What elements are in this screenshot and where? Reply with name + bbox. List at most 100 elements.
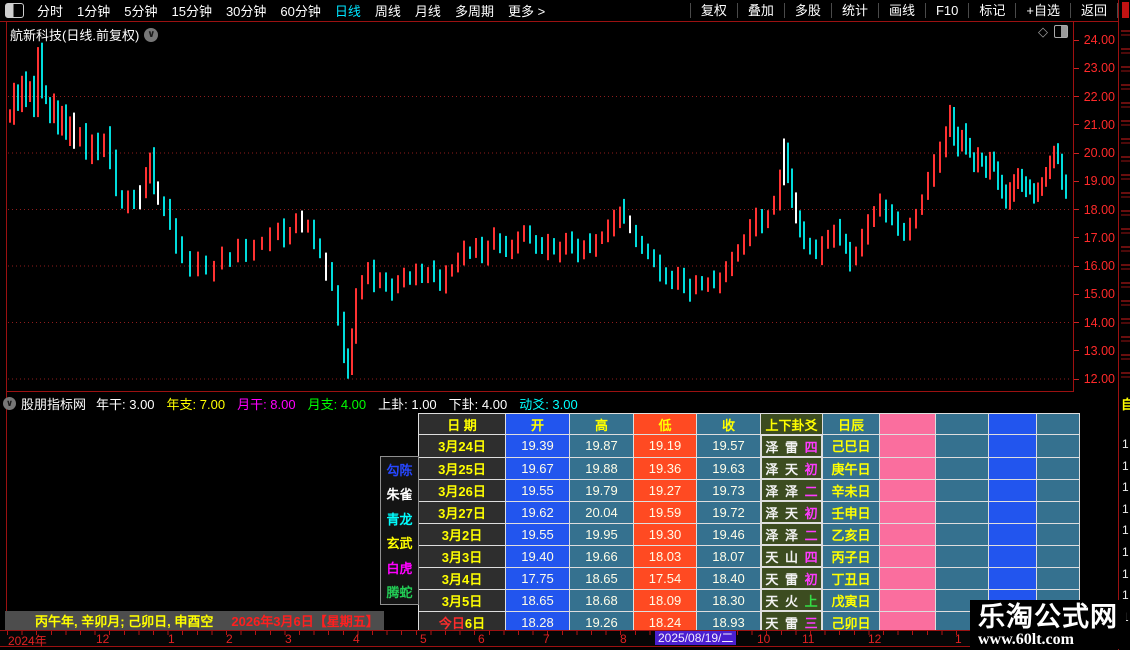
strip-clipped-glyphs <box>1121 30 1130 385</box>
param-月干: 月干: 8.00 <box>237 396 296 412</box>
cell-blank <box>935 544 989 568</box>
status-date: 2026年3月6日【星期五】 <box>231 614 379 629</box>
cell-blank <box>879 434 936 458</box>
toolbar-item-30分钟[interactable]: 30分钟 <box>225 4 267 19</box>
price-label: 23.00 <box>1083 61 1115 76</box>
table-row: 3月4日 17.75 18.65 17.54 18.40 天雷初丁丑日 <box>418 566 1080 590</box>
price-tick <box>1074 39 1079 41</box>
cell-gua: 天雷三 <box>761 611 822 633</box>
price-tick <box>1074 96 1079 97</box>
toolbar-item-F10[interactable]: F10 <box>924 3 968 18</box>
price-tick <box>1074 67 1079 69</box>
toolbar-item-5分钟[interactable]: 5分钟 <box>124 4 158 19</box>
cell-high: 19.95 <box>569 522 634 546</box>
axis-label: 2024年 <box>8 634 47 648</box>
panel-toggle-icon[interactable] <box>5 3 24 18</box>
indicator-name: 股朋指标网 <box>21 396 87 412</box>
toolbar-item-更多 >[interactable]: 更多 > <box>507 4 546 19</box>
param-年干: 年干: 3.00 <box>96 396 155 412</box>
toolbar-item-15分钟[interactable]: 15分钟 <box>171 4 212 19</box>
toolbar-item-1分钟[interactable]: 1分钟 <box>77 4 111 19</box>
cell-close: 18.30 <box>696 588 761 612</box>
spirit-label-玄武: 玄武 <box>386 536 413 552</box>
cell-date: 3月2日 <box>418 522 506 546</box>
pane-divider[interactable] <box>7 391 1073 392</box>
spirit-label-白虎: 白虎 <box>386 560 413 576</box>
toolbar-item-+自选[interactable]: +自选 <box>1015 3 1070 18</box>
axis-label: 12 <box>868 632 882 646</box>
cell-open: 19.67 <box>505 456 570 480</box>
toolbar-item-月线[interactable]: 月线 <box>414 4 441 19</box>
price-tick <box>1074 378 1079 380</box>
cell-open: 18.65 <box>505 588 570 612</box>
axis-label: 6 <box>478 632 485 646</box>
status-ganzhi: 丙午年, 辛卯月; 己卯日, 申酉空 <box>35 614 214 629</box>
window-left-border <box>6 21 7 645</box>
diamond-icon[interactable]: ◇ <box>1038 24 1048 39</box>
chevron-down-icon[interactable]: ∨ <box>144 27 159 42</box>
table-header-cell <box>988 413 1037 435</box>
toolbar-item-60分钟[interactable]: 60分钟 <box>280 4 321 19</box>
cell-blank <box>935 434 989 458</box>
price-label: 21.00 <box>1083 117 1115 132</box>
cell-low: 19.19 <box>633 434 697 458</box>
watermark-title: 乐淘公式网 <box>978 602 1118 632</box>
cell-close: 19.46 <box>696 522 761 546</box>
axis-label: 4 <box>353 632 360 646</box>
toolbar-item-返回[interactable]: 返回 <box>1069 3 1118 18</box>
cell-date: 3月27日 <box>418 500 506 524</box>
toolbar-item-统计[interactable]: 统计 <box>830 3 878 18</box>
spirit-box: 勾陈 朱雀 青龙 玄武 白虎 腾蛇 <box>380 456 419 605</box>
cell-blank <box>988 522 1037 546</box>
toolbar-item-周线[interactable]: 周线 <box>374 4 401 19</box>
cell-high: 20.04 <box>569 500 634 524</box>
price-tick <box>1074 209 1079 210</box>
chevron-down-icon[interactable]: ∨ <box>3 396 16 410</box>
cell-open: 19.62 <box>505 500 570 524</box>
price-label: 15.00 <box>1083 287 1115 302</box>
cell-blank <box>1036 544 1080 568</box>
axis-label: 7 <box>543 632 550 646</box>
axis-label: 1 <box>168 632 175 646</box>
toolbar-item-画线[interactable]: 画线 <box>877 3 925 18</box>
param-动爻: 动爻: 3.00 <box>519 396 578 412</box>
layout-icon[interactable] <box>1054 25 1068 38</box>
cell-blank <box>988 434 1037 458</box>
cell-blank <box>879 500 936 524</box>
price-label: 22.00 <box>1083 89 1115 104</box>
toolbar-item-分时[interactable]: 分时 <box>37 4 64 19</box>
cell-day: 己巳日 <box>822 434 880 458</box>
toolbar-item-标记[interactable]: 标记 <box>968 3 1015 18</box>
period-menu: 分时 1分钟 5分钟 15分钟 30分钟 60分钟 日线 周线 月线 多周期 更多 > <box>30 1 552 20</box>
chart-title[interactable]: 航新科技(日线.前复权) ∨ <box>10 25 159 44</box>
cell-blank <box>879 610 936 634</box>
table-row: 3月27日 19.62 20.04 19.59 19.72 泽天初壬申日 <box>418 500 1080 524</box>
cell-low: 17.54 <box>633 566 697 590</box>
cell-day: 辛未日 <box>822 478 880 502</box>
cell-high: 19.26 <box>569 610 634 634</box>
table-header-cell: 高 <box>569 413 634 435</box>
cell-high: 19.88 <box>569 456 634 480</box>
main-chart[interactable] <box>7 21 1073 391</box>
cell-low: 18.24 <box>633 610 697 634</box>
cell-gua: 泽雷四 <box>761 435 822 457</box>
cell-date: 今日6日 <box>418 610 506 634</box>
toolbar-item-复权[interactable]: 复权 <box>689 3 737 18</box>
axis-label: 12 <box>96 632 110 646</box>
cell-open: 19.55 <box>505 522 570 546</box>
cell-blank <box>988 544 1037 568</box>
toolbar-item-多周期[interactable]: 多周期 <box>454 4 494 19</box>
toolbar-item-叠加[interactable]: 叠加 <box>736 3 784 18</box>
table-row: 3月5日 18.65 18.68 18.09 18.30 天火上戊寅日 <box>418 588 1080 612</box>
price-axis: 24.00 23.00 22.00 21.00 20.00 19.00 18.00 17.00… <box>1073 21 1118 392</box>
toolbar-item-多股[interactable]: 多股 <box>783 3 831 18</box>
cell-blank <box>879 478 936 502</box>
cell-gua: 天山四 <box>761 545 822 567</box>
table-row: 3月2日 19.55 19.95 19.30 19.46 泽泽二乙亥日 <box>418 522 1080 546</box>
cell-gua: 泽泽二 <box>761 479 822 501</box>
price-tick <box>1074 237 1079 239</box>
toolbar-item-日线[interactable]: 日线 <box>334 4 361 19</box>
axis-label: 1 <box>955 632 962 646</box>
cell-gua: 天雷初 <box>761 567 822 589</box>
cell-date: 3月5日 <box>418 588 506 612</box>
